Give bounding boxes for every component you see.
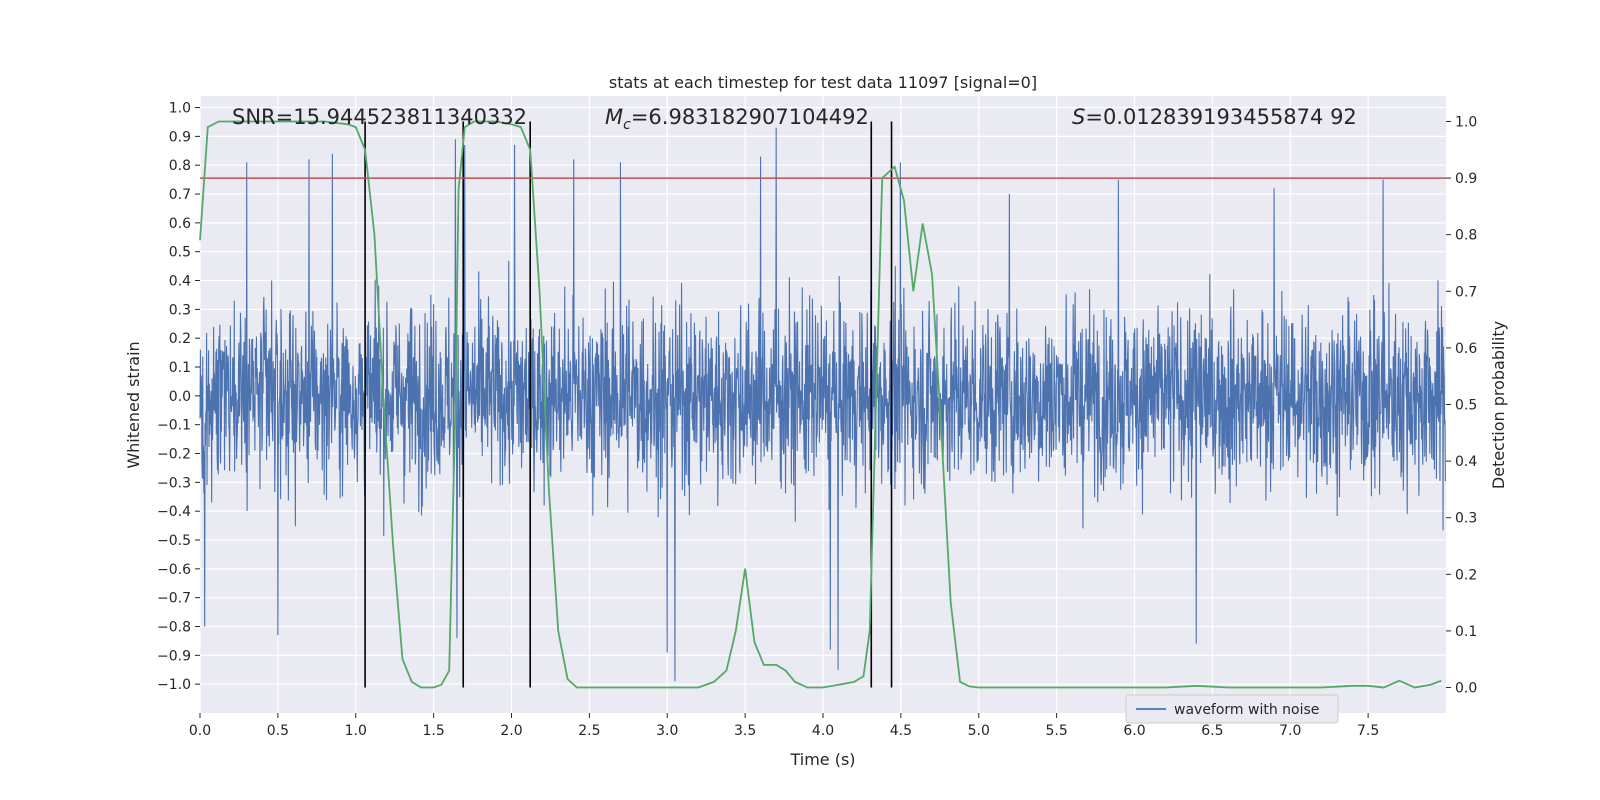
spin-annotation: S=0.012839193455874 92 <box>1072 105 1357 129</box>
y-left-tick-label: 0.0 <box>169 389 191 405</box>
x-tick-label: 3.5 <box>734 723 756 739</box>
chirp-mass-annotation: Mc=6.983182907104492 <box>605 105 869 133</box>
y-left-tick-label: 0.6 <box>169 216 191 232</box>
y-left-tick-label: −0.8 <box>157 620 191 636</box>
y-left-tick-label: 0.8 <box>169 158 191 174</box>
x-tick-label: 1.0 <box>345 723 367 739</box>
x-tick-label: 0.0 <box>189 723 211 739</box>
y-left-tick-label: 0.3 <box>169 302 191 318</box>
y-left-tick-label: 0.9 <box>169 129 191 145</box>
y-left-tick-label: −0.6 <box>157 562 191 578</box>
x-tick-label: 4.5 <box>890 723 912 739</box>
y-right-tick-label: 0.3 <box>1455 511 1477 527</box>
y-left-tick-label: 0.7 <box>169 187 191 203</box>
waveform-line <box>199 127 1446 682</box>
x-tick-label: 1.5 <box>422 723 444 739</box>
spin-value: =0.012839193455874 92 <box>1085 105 1356 129</box>
x-tick-label: 7.0 <box>1279 723 1301 739</box>
y-left-axis-ticks: 1.0 0.9 0.8 0.7 0.6 0.5 0.4 0.3 0.2 0.1 0.0 −0.1 −0.… <box>157 101 200 693</box>
spin-symbol: S <box>1072 105 1085 129</box>
y-left-tick-label: −0.5 <box>157 533 191 549</box>
y-left-tick-label: 0.2 <box>169 331 191 347</box>
probability-line <box>199 120 1442 689</box>
y-left-tick-label: 1.0 <box>169 101 191 117</box>
y-left-tick-label: 0.5 <box>169 245 191 261</box>
x-tick-label: 6.0 <box>1123 723 1145 739</box>
y-left-tick-label: 0.1 <box>169 360 191 376</box>
y-left-tick-label: −0.7 <box>157 591 191 607</box>
y-left-tick-label: −1.0 <box>157 677 191 693</box>
x-tick-label: 0.5 <box>267 723 289 739</box>
y-right-tick-label: 0.4 <box>1455 454 1477 470</box>
y-left-tick-label: −0.9 <box>157 648 191 664</box>
y-right-tick-label: 0.9 <box>1455 171 1477 187</box>
y-right-tick-label: 0.8 <box>1455 228 1477 244</box>
y-left-tick-label: −0.1 <box>157 418 191 434</box>
waveform-series <box>199 127 1446 682</box>
snr-annotation: SNR=15.944523811340332 <box>232 105 527 129</box>
x-tick-label: 4.0 <box>812 723 834 739</box>
y-left-tick-label: −0.2 <box>157 447 191 463</box>
y-right-tick-label: 0.0 <box>1455 681 1477 697</box>
y-right-tick-label: 0.6 <box>1455 341 1477 357</box>
x-tick-label: 7.5 <box>1357 723 1379 739</box>
chirp-mass-symbol: M <box>605 105 623 129</box>
legend: waveform with noise <box>1125 694 1339 724</box>
y-left-tick-label: −0.3 <box>157 475 191 491</box>
x-tick-label: 2.0 <box>500 723 522 739</box>
x-tick-label: 6.5 <box>1201 723 1223 739</box>
legend-label-waveform: waveform with noise <box>1174 702 1319 718</box>
y-right-tick-label: 0.5 <box>1455 398 1477 414</box>
y-left-tick-label: 0.4 <box>169 274 191 290</box>
y-right-tick-label: 0.7 <box>1455 284 1477 300</box>
y-right-tick-label: 0.2 <box>1455 567 1477 583</box>
y-left-tick-label: −0.4 <box>157 504 191 520</box>
chirp-mass-value: =6.983182907104492 <box>631 105 869 129</box>
x-tick-label: 2.5 <box>578 723 600 739</box>
legend-frame <box>1125 694 1339 724</box>
x-tick-label: 5.0 <box>968 723 990 739</box>
x-tick-label: 5.5 <box>1045 723 1067 739</box>
y-right-axis-ticks: 1.0 0.9 0.8 0.7 0.6 0.5 0.4 0.3 0.2 0.1 0.0 <box>1446 114 1477 697</box>
x-tick-label: 3.0 <box>656 723 678 739</box>
chart-title: stats at each timestep for test data 110… <box>609 73 1037 92</box>
y-right-axis-label: Detection probability <box>1489 321 1508 489</box>
chirp-mass-subscript: c <box>623 117 631 133</box>
x-axis-ticks: 0.0 0.5 1.0 1.5 2.0 2.5 3.0 3.5 4.0 4.5 5.0 5.5 6.0 6… <box>189 713 1379 739</box>
y-right-tick-label: 1.0 <box>1455 114 1477 130</box>
x-axis-label: Time (s) <box>789 750 855 769</box>
y-right-tick-label: 0.1 <box>1455 624 1477 640</box>
probability-series <box>199 120 1442 689</box>
y-left-axis-label: Whitened strain <box>124 341 143 468</box>
